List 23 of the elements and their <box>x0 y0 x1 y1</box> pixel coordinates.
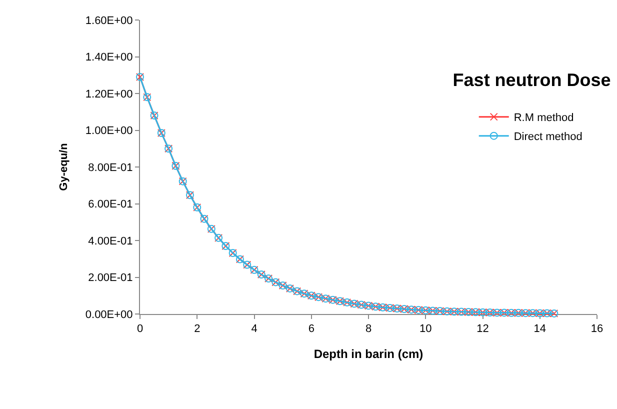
x-tick-label: 10 <box>420 323 432 336</box>
y-axis-title: Gy-equ/n <box>58 142 70 191</box>
y-tick-label: 6.00E-01 <box>88 198 133 211</box>
y-tick-label: 1.40E+00 <box>85 52 133 64</box>
y-tick-label: 8.00E-01 <box>88 162 133 174</box>
y-tick-label: 1.00E+00 <box>85 125 133 138</box>
x-tick-label: 2 <box>194 323 200 336</box>
x-tick-label: 16 <box>590 323 604 336</box>
y-tick-label: 2.00E-01 <box>88 272 133 284</box>
x-tick-label: 8 <box>365 323 372 336</box>
text: Fast neutron Dose <box>452 70 611 90</box>
y-tick-label: 4.00E-01 <box>88 235 133 248</box>
x-axis-title: Depth in barin (cm) <box>314 347 424 362</box>
y-tick-label: 1.20E+00 <box>85 88 133 100</box>
legend-label: Direct method <box>514 131 582 144</box>
x-tick-label: 14 <box>534 323 546 336</box>
x-tick-label: 4 <box>251 323 258 336</box>
legend-label: R.M method <box>514 112 574 124</box>
x-tick-label: 0 <box>136 323 144 336</box>
x-tick-label: 12 <box>476 323 489 336</box>
y-tick-label: 1.60E+00 <box>85 14 133 27</box>
y-tick-label: 0.00E+00 <box>85 308 133 321</box>
x-tick-label: 6 <box>308 323 314 336</box>
